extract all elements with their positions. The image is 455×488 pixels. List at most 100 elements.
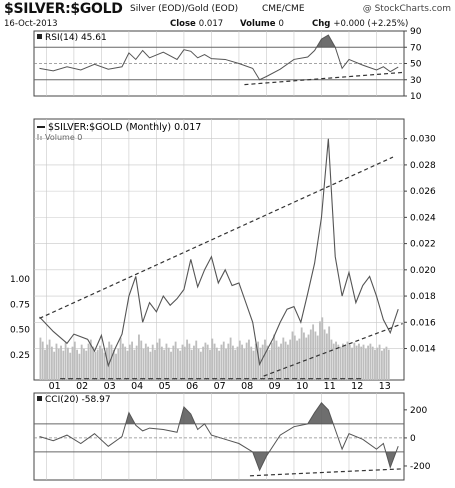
volume-bar	[188, 343, 191, 380]
volume-legend-label: Volume 0	[45, 133, 82, 142]
cci-oversold-fill-0	[252, 451, 270, 471]
volume-bar	[131, 341, 133, 380]
volume-bar	[298, 338, 301, 380]
volume-bar	[341, 343, 344, 380]
volume-bar	[46, 344, 49, 380]
volume-bar	[103, 352, 106, 380]
volume-bar	[85, 350, 88, 380]
volume-bar	[149, 351, 152, 380]
cci-tick-label: -200	[410, 462, 431, 472]
cci-legend-swatch	[37, 396, 42, 401]
volume-bar	[94, 351, 97, 380]
volume-bar	[257, 341, 260, 380]
volume-value: 0	[278, 19, 284, 29]
volume-bar	[128, 344, 131, 380]
rsi-legend: RSI(14) 45.61	[37, 33, 107, 43]
volume-bar	[321, 317, 324, 380]
volume-axis-label: 0.75	[10, 300, 30, 310]
price-frame	[33, 118, 405, 381]
volume-bar	[385, 346, 388, 380]
volume-bar	[307, 334, 310, 380]
volume-bar	[296, 340, 298, 380]
x-tick-label: 07	[214, 381, 226, 392]
x-tick-label: 04	[131, 381, 143, 392]
rsi-tick-label-50: 50	[410, 60, 422, 70]
volume-bar	[222, 341, 225, 380]
volume-axis-label: 0.50	[10, 326, 30, 336]
volume-bar	[147, 346, 150, 380]
volume-bar	[335, 341, 337, 380]
price-tick-label: 0.028	[410, 161, 436, 171]
volume-bar	[250, 346, 253, 380]
volume-bar	[374, 349, 376, 380]
volume-bar	[264, 339, 266, 380]
volume-bar	[348, 344, 351, 380]
rsi-tick-label-30: 30	[410, 76, 422, 86]
price-line	[39, 138, 399, 368]
x-tick-label: 05	[159, 381, 171, 392]
close-value: 0.017	[198, 19, 224, 29]
volume-bar	[286, 344, 289, 380]
volume-legend-swatch	[40, 136, 42, 140]
volume-bar	[293, 335, 296, 380]
volume-bar	[236, 346, 239, 380]
volume-bar	[163, 349, 166, 380]
volume-bar	[344, 345, 347, 380]
volume-bar	[158, 338, 161, 380]
volume-bar	[291, 331, 294, 380]
volume-bar	[211, 338, 214, 380]
price-trendline-2	[263, 323, 403, 377]
volume-bar	[99, 345, 101, 380]
symbol-description: Silver (EOD)/Gold (EOD)	[130, 4, 239, 14]
volume-axis-label: 0.25	[10, 351, 30, 361]
cci-panel: 200 0 -200 CCI(20) -58.97	[33, 392, 431, 481]
chart-header: $SILVER:$GOLD Silver (EOD)/Gold (EOD) CM…	[4, 0, 454, 30]
price-tick-label: 0.014	[410, 345, 436, 355]
volume-bar	[69, 352, 72, 380]
volume-bar	[225, 348, 227, 380]
volume-bar	[73, 341, 76, 380]
volume-bar	[64, 342, 67, 380]
volume-bar	[266, 345, 269, 380]
volume-bar	[229, 337, 232, 380]
volume-bar	[160, 346, 163, 380]
price-trendline-1	[39, 156, 394, 319]
volume-bar	[96, 349, 99, 380]
volume-bar	[261, 344, 264, 380]
volume-bar	[376, 347, 379, 380]
volume-bar	[346, 341, 349, 380]
x-tick-label: 02	[76, 381, 88, 392]
volume-bar	[140, 340, 143, 380]
volume-bar	[112, 349, 115, 380]
volume-bar	[358, 343, 360, 380]
volume-bar	[53, 351, 56, 380]
price-legend-label: $SILVER:$GOLD (Monthly) 0.017	[48, 122, 201, 133]
volume-bar	[57, 348, 60, 380]
volume-bar	[76, 349, 78, 380]
volume-bar	[183, 346, 186, 380]
volume-bar	[83, 348, 85, 380]
volume-bar	[355, 345, 358, 380]
volume-bar	[80, 344, 83, 380]
cci-overbought-fill-0	[125, 412, 136, 424]
volume-bar	[133, 349, 136, 380]
volume-bar	[154, 349, 156, 380]
volume-bar	[337, 344, 340, 380]
volume-bar	[199, 351, 202, 380]
x-tick-label: 08	[241, 381, 253, 392]
volume-bar	[101, 348, 104, 380]
rsi-panel: 90 70 50 30 10 RSI(14) 45.61	[33, 27, 422, 102]
volume-bar	[351, 347, 353, 380]
volume-bar	[108, 341, 111, 380]
volume-bar	[241, 344, 243, 380]
volume-bar	[126, 350, 129, 380]
volume-bar	[156, 342, 159, 380]
volume-bar	[362, 344, 365, 380]
volume-bar	[360, 346, 363, 380]
volume-bar	[105, 347, 108, 380]
volume-bar	[48, 339, 51, 380]
volume-bar	[124, 346, 127, 380]
volume-bar	[41, 341, 44, 380]
volume-bar	[248, 339, 250, 380]
cci-tick-label: 200	[410, 406, 427, 416]
